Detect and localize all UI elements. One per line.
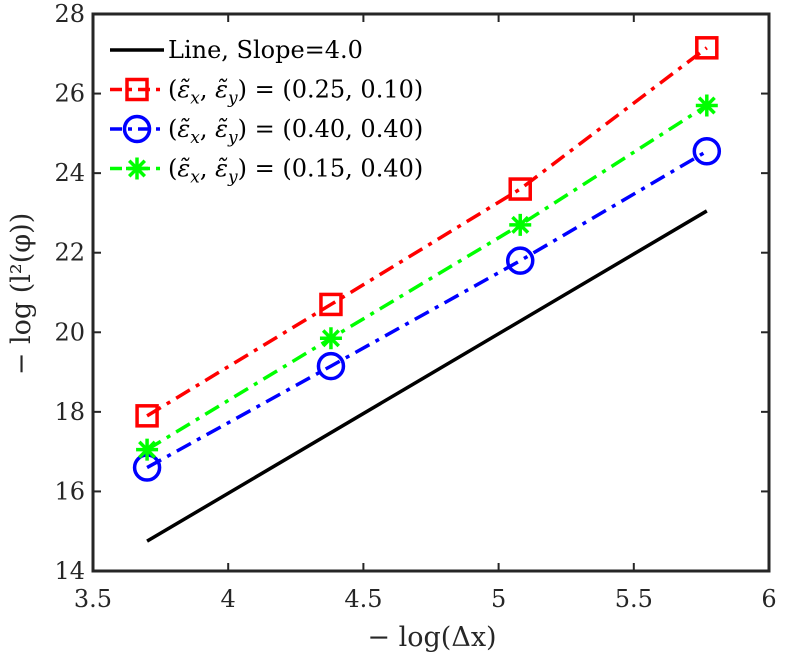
y-tick-label: 14	[54, 557, 85, 585]
y-tick-label: 28	[54, 0, 85, 28]
data-point-s3-0	[136, 438, 159, 461]
plot-area	[132, 36, 722, 543]
y-tick-label: 16	[54, 477, 85, 505]
data-point-s2-3	[692, 137, 722, 166]
y-tick-label: 24	[54, 159, 85, 187]
data-point-s3-2	[509, 213, 532, 236]
data-point-s1-1	[319, 292, 343, 317]
legend-box	[104, 29, 456, 187]
axes: − log(Δx) − log (l²(φ)) 3.5 4 4.5 5 5.5 6 14 16…	[6, 0, 777, 653]
y-tick-label: 20	[54, 318, 85, 346]
legend-label-1: (ε̃x, ε̃y) = (0.25, 0.10)	[168, 76, 423, 109]
series-line-2	[146, 149, 708, 470]
series-line-3	[146, 104, 708, 452]
series-line-1	[146, 46, 708, 418]
x-tick-label: 5	[491, 585, 506, 613]
legend: Line, Slope=4.0 (ε̃x, ε̃y) = (0.25, 0.10)…	[104, 29, 456, 188]
x-axis-label: − log(Δx)	[367, 622, 496, 653]
y-tick-label: 26	[54, 80, 85, 108]
series-line-0	[146, 209, 708, 543]
legend-label-3: (ε̃x, ε̃y) = (0.15, 0.40)	[168, 155, 423, 188]
y-tick-label: 18	[54, 398, 85, 426]
x-tick-label: 6	[761, 585, 776, 613]
legend-marker-1	[125, 77, 149, 102]
data-point-s3-1	[319, 327, 342, 350]
legend-marker-3	[126, 157, 148, 180]
y-axis-label: − log (l²(φ))	[6, 213, 37, 375]
x-tick-label: 3.5	[74, 585, 112, 613]
legend-label-2: (ε̃x, ε̃y) = (0.40, 0.40)	[168, 115, 423, 148]
data-point-s1-0	[135, 404, 159, 428]
x-tick-label: 4	[221, 585, 236, 613]
data-point-s1-3	[695, 36, 719, 60]
plot-frame	[91, 12, 771, 573]
legend-label-0: Line, Slope=4.0	[168, 36, 363, 64]
x-tick-label: 4.5	[344, 585, 382, 613]
legend-marker-2	[122, 114, 152, 144]
data-point-s1-2	[508, 177, 532, 201]
data-point-s2-2	[505, 246, 535, 275]
y-tick-label: 22	[54, 239, 85, 267]
x-tick-label: 5.5	[615, 585, 653, 613]
data-point-s3-3	[695, 94, 718, 117]
data-point-s2-1	[316, 351, 346, 381]
